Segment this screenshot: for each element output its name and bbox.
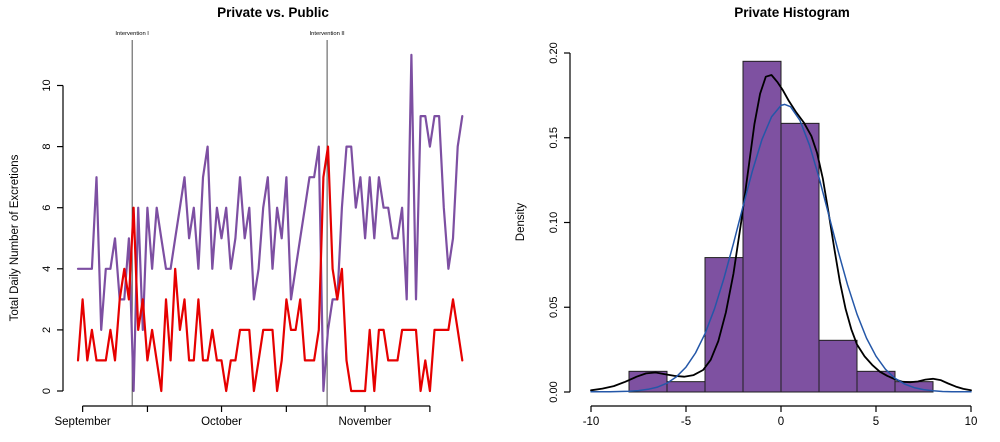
y-axis-tick-label: 0.00 xyxy=(548,381,560,402)
line-chart-panel: Private vs. Public 0 2 4 6 8 10 Total Daily Nu… xyxy=(9,5,464,428)
y-axis-tick-label: 6 xyxy=(41,205,53,211)
histogram-bar xyxy=(856,370,896,393)
histogram-bar xyxy=(742,60,782,393)
y-axis-tick-label: 0 xyxy=(41,388,53,394)
histogram-svg: 0.00 0.05 0.10 0.15 0.20 Density -10 -5 0 5 10 xyxy=(515,42,978,428)
normal-fit-curve xyxy=(590,103,972,393)
y-axis-tick-label: 0.05 xyxy=(548,297,560,318)
histogram-title: Private Histogram xyxy=(734,5,850,20)
x-axis-tick-label: 0 xyxy=(778,416,784,428)
purple-series-line xyxy=(76,53,464,393)
intervention-label-1: Intervention I xyxy=(115,31,149,37)
x-axis-tick-label: November xyxy=(339,416,392,428)
x-axis-tick-label: 10 xyxy=(965,416,978,428)
x-axis-tick-label: October xyxy=(201,416,242,428)
x-axis-tick-label: 5 xyxy=(873,416,879,428)
y-axis-tick-label: 8 xyxy=(41,144,53,150)
x-axis-tick-label: -5 xyxy=(681,416,691,428)
y-axis-tick-label: 10 xyxy=(41,79,53,91)
x-axis-tick-label: September xyxy=(54,416,110,428)
red-series-line xyxy=(76,145,464,393)
y-axis-title: Total Daily Number of Excretions xyxy=(9,154,21,321)
histogram-panel: Private Histogram 0.00 0.05 0.10 0.15 0.20 De… xyxy=(500,0,1000,442)
line-chart-title: Private vs. Public xyxy=(217,5,329,20)
histogram-bar xyxy=(666,381,706,393)
y-axis-tick-label: 0.15 xyxy=(548,127,560,148)
y-axis-tick-label: 4 xyxy=(41,266,53,272)
histogram-bar xyxy=(780,122,820,393)
y-axis-title: Density xyxy=(515,203,527,242)
intervention-label-2: Intervention II xyxy=(310,31,346,37)
line-chart-svg: 0 2 4 6 8 10 Total Daily Number of Excretions S… xyxy=(9,31,464,428)
histogram-bar xyxy=(818,339,858,393)
y-axis-tick-label: 0.20 xyxy=(548,42,560,63)
x-axis-tick-label: -10 xyxy=(583,416,600,428)
y-axis-tick-label: 2 xyxy=(41,327,53,333)
y-axis-tick-label: 0.10 xyxy=(548,212,560,233)
